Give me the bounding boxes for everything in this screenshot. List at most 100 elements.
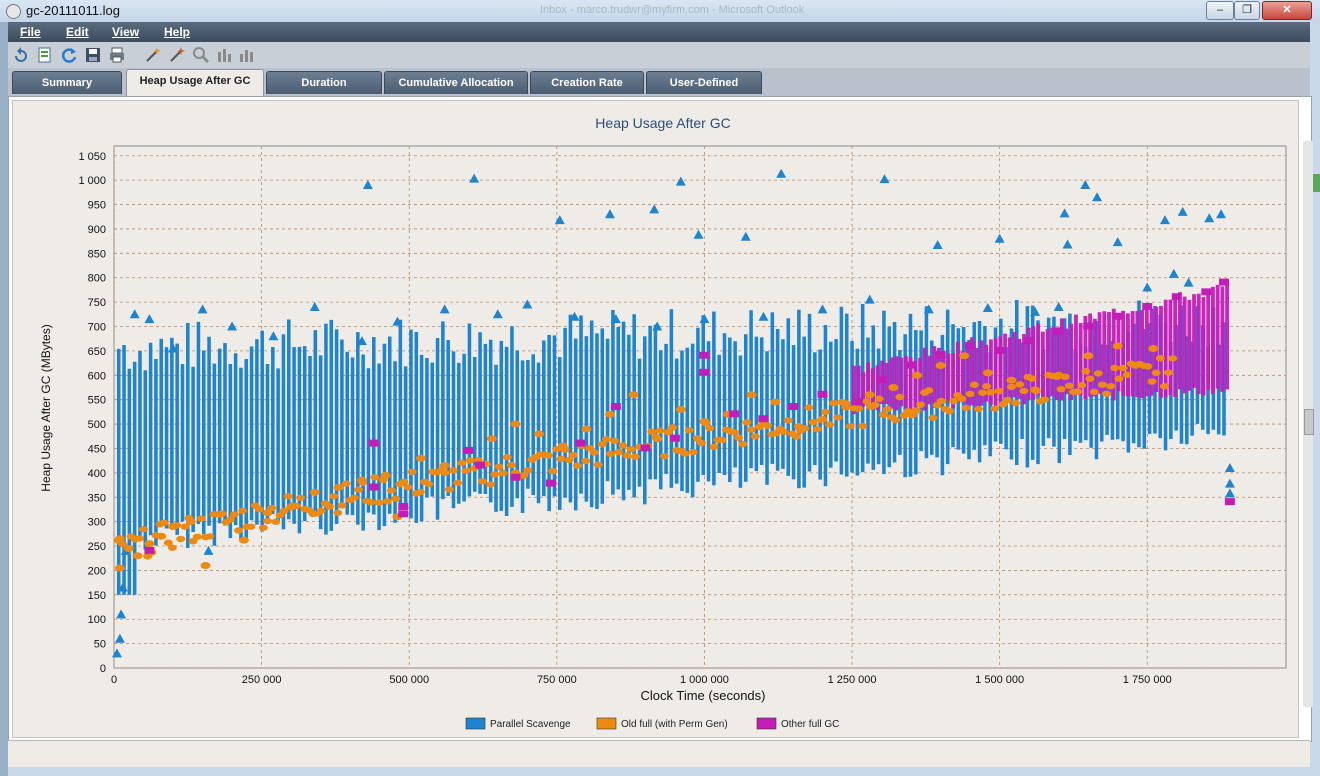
old-full-cluster <box>465 457 475 464</box>
minimize-button[interactable]: – <box>1206 1 1234 20</box>
old-full-cluster <box>907 411 917 419</box>
parallel-scavenge-point <box>758 311 769 321</box>
other-full-gc-point <box>144 546 155 554</box>
old-full-cluster <box>928 414 938 421</box>
parallel-scavenge-cluster <box>786 318 791 476</box>
tab-summary[interactable]: Summary <box>12 71 122 94</box>
chart-panel: Heap Usage After GC 0 50 100 150 200 250 300 35… <box>8 96 1314 742</box>
other-full-gc-cluster <box>1140 310 1145 398</box>
old-full-point <box>959 352 970 360</box>
parallel-scavenge-point <box>1159 215 1170 225</box>
parallel-scavenge-point <box>649 204 660 214</box>
parallel-scavenge-cluster <box>770 312 775 464</box>
parallel-scavenge-cluster <box>1206 346 1210 435</box>
parallel-scavenge-cluster <box>839 306 844 475</box>
old-full-cluster <box>279 507 289 515</box>
parallel-scavenge-cluster <box>366 368 371 513</box>
other-full-gc-cluster <box>998 336 1003 407</box>
parallel-scavenge-cluster <box>563 327 567 498</box>
old-full-point <box>380 471 391 479</box>
other-full-gc-cluster <box>937 347 941 408</box>
refresh-icon[interactable] <box>60 46 78 64</box>
old-full-cluster <box>804 404 814 411</box>
old-full-cluster <box>581 457 591 465</box>
tab-user-defined[interactable]: User-Defined <box>646 71 762 94</box>
parallel-scavenge-point <box>1224 478 1235 488</box>
parallel-scavenge-cluster <box>823 325 828 487</box>
app-icon <box>6 4 21 19</box>
parallel-scavenge-point <box>675 176 686 186</box>
old-full-cluster <box>263 517 273 525</box>
tab-cumulative-allocation[interactable]: Cumulative Allocation <box>384 71 528 94</box>
legend-label-parallel-scavenge: Parallel Scavenge <box>490 719 571 730</box>
old-full-cluster <box>829 399 839 407</box>
parallel-scavenge-cluster <box>531 354 535 496</box>
bar-chart-icon[interactable] <box>216 46 234 64</box>
parallel-scavenge-cluster <box>1216 344 1221 435</box>
wand-alt-icon[interactable] <box>168 46 186 64</box>
zoom-icon[interactable] <box>192 46 210 64</box>
old-full-cluster <box>134 535 144 542</box>
parallel-scavenge-point <box>982 302 993 312</box>
menu-file[interactable]: File <box>20 25 41 39</box>
parallel-scavenge-point <box>117 582 128 592</box>
parallel-scavenge-point <box>203 545 214 555</box>
old-full-point <box>1148 344 1159 352</box>
parallel-scavenge-cluster <box>154 358 158 546</box>
old-full-point <box>333 483 344 491</box>
parallel-scavenge-point <box>268 331 279 341</box>
maximize-button[interactable]: ❐ <box>1234 1 1260 20</box>
old-full-cluster <box>746 426 756 433</box>
old-full-cluster <box>502 454 512 461</box>
parallel-scavenge-cluster <box>728 337 732 483</box>
tab-duration[interactable]: Duration <box>266 71 382 94</box>
scrollbar-thumb[interactable] <box>1304 409 1314 435</box>
y-tick-label: 600 <box>88 370 106 382</box>
other-full-gc-point <box>669 434 680 442</box>
other-full-gc-cluster <box>1017 338 1022 399</box>
tab-creation-rate[interactable]: Creation Rate <box>530 71 644 94</box>
save-icon[interactable] <box>84 46 102 64</box>
old-full-cluster <box>349 494 359 502</box>
parallel-scavenge-point <box>1092 192 1103 202</box>
old-full-cluster <box>1011 399 1021 407</box>
menu-help[interactable]: Help <box>164 25 191 39</box>
close-button[interactable]: ✕ <box>1262 1 1312 20</box>
parallel-scavenge-cluster <box>170 337 174 526</box>
wand-icon[interactable] <box>144 46 162 64</box>
parallel-scavenge-cluster <box>249 346 254 521</box>
old-full-cluster <box>498 470 508 477</box>
old-full-cluster <box>1056 386 1066 393</box>
other-full-gc-point <box>475 461 486 469</box>
other-full-gc-cluster <box>1055 327 1059 401</box>
vertical-scrollbar[interactable] <box>1303 141 1314 707</box>
other-full-gc-point <box>758 415 769 423</box>
other-full-gc-cluster <box>908 357 913 411</box>
old-full-cluster <box>606 450 616 458</box>
other-full-gc-point <box>398 503 409 511</box>
old-full-cluster <box>978 389 988 396</box>
parallel-scavenge-cluster <box>435 337 440 520</box>
old-full-cluster <box>750 433 760 440</box>
bar-chart-alt-icon[interactable] <box>238 46 256 64</box>
y-tick-label: 50 <box>94 639 106 651</box>
y-tick-label: 400 <box>88 468 106 480</box>
old-full-cluster <box>391 495 401 502</box>
parallel-scavenge-cluster <box>324 323 328 535</box>
other-full-gc-cluster <box>1074 314 1078 395</box>
x-tick-label: 1 250 000 <box>828 674 877 686</box>
print-icon[interactable] <box>108 46 126 64</box>
menu-edit[interactable]: Edit <box>66 25 89 39</box>
tab-heap-usage-after-gc[interactable]: Heap Usage After GC <box>126 69 264 96</box>
old-full-cluster <box>283 493 293 500</box>
x-tick-label: 1 000 000 <box>680 674 729 686</box>
old-full-cluster <box>969 381 979 388</box>
y-tick-label: 650 <box>88 346 106 358</box>
right-window-edge <box>1310 22 1320 776</box>
menu-view[interactable]: View <box>112 25 140 39</box>
old-full-point <box>911 371 922 379</box>
old-full-cluster <box>1155 355 1165 362</box>
old-full-cluster <box>738 440 748 448</box>
open-icon[interactable] <box>12 46 30 64</box>
export-icon[interactable] <box>36 46 54 64</box>
